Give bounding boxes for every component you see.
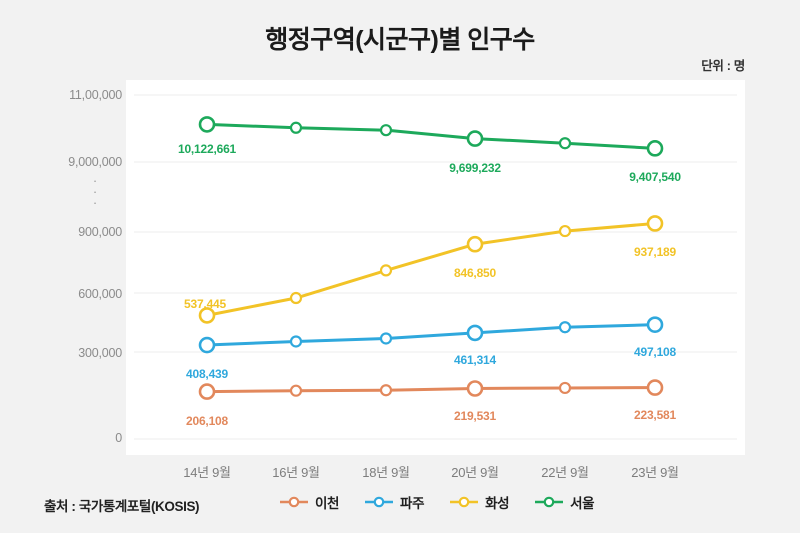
line-chart-plot <box>134 94 737 440</box>
x-tick-label-2: 18년 9월 <box>362 465 410 480</box>
data-point-서울-5[interactable] <box>646 140 664 157</box>
data-point-파주-4[interactable] <box>558 321 572 334</box>
data-label-파주-0: 408,439 <box>186 367 228 382</box>
data-label-파주-5: 497,108 <box>634 344 676 359</box>
series-layer <box>198 116 664 400</box>
data-label-화성-5: 937,189 <box>634 245 676 260</box>
data-label-이천-5: 223,581 <box>634 407 676 422</box>
data-point-이천-0[interactable] <box>198 383 216 400</box>
page-title: 행정구역(시군구)별 인구수 <box>265 26 535 54</box>
legend-item-paju[interactable]: 파주 <box>365 492 424 512</box>
data-label-서울-0: 10,122,661 <box>177 142 237 157</box>
data-point-서울-3[interactable] <box>466 130 484 147</box>
series-line-서울 <box>205 122 657 150</box>
data-point-이천-3[interactable] <box>466 380 484 397</box>
series-line-파주 <box>205 323 657 347</box>
legend-marker-icon <box>450 496 479 508</box>
data-point-파주-3[interactable] <box>466 324 484 342</box>
data-point-화성-2[interactable] <box>379 264 393 277</box>
data-point-서울-4[interactable] <box>558 137 572 150</box>
data-label-서울-5: 9,407,540 <box>629 170 681 185</box>
source-note: 출처 : 국가통계포털(KOSIS) <box>44 499 200 514</box>
data-label-이천-3: 219,531 <box>454 408 496 423</box>
gridlines <box>134 94 737 440</box>
data-point-파주-5[interactable] <box>646 316 664 333</box>
y-tick-label-4: 300,000 <box>78 346 122 360</box>
data-label-파주-3: 461,314 <box>454 352 496 367</box>
data-point-이천-1[interactable] <box>289 384 303 397</box>
y-tick-label-3: 600,000 <box>78 287 122 301</box>
chart-card: 10,122,661 9,699,232 9,407,540 537,445 846,8… <box>126 80 745 455</box>
data-label-화성-3: 846,850 <box>454 266 496 281</box>
legend-label-icheon: 이천 <box>315 496 340 511</box>
data-point-화성-1[interactable] <box>289 291 303 305</box>
series-line-이천 <box>205 386 657 394</box>
data-label-서울-3: 9,699,232 <box>449 160 501 175</box>
legend-item-hwaseong[interactable]: 화성 <box>450 492 510 512</box>
data-point-화성-4[interactable] <box>558 224 572 238</box>
legend-marker-icon <box>280 496 308 508</box>
data-point-이천-5[interactable] <box>646 379 664 396</box>
data-point-서울-0[interactable] <box>198 116 216 133</box>
data-point-서울-2[interactable] <box>379 124 393 137</box>
chart-legend: 이천 파주 화성 서울 <box>280 492 595 512</box>
data-point-화성-5[interactable] <box>646 215 664 232</box>
data-point-이천-2[interactable] <box>379 384 393 397</box>
x-tick-label-0: 14년 9월 <box>183 465 231 480</box>
x-tick-label-4: 22년 9월 <box>541 465 589 480</box>
legend-item-seoul[interactable]: 서울 <box>535 492 595 512</box>
data-label-화성-0: 537,445 <box>184 297 226 312</box>
data-point-화성-3[interactable] <box>466 235 484 253</box>
y-tick-label-5: 0 <box>115 431 122 445</box>
y-tick-label-0: 11,00,000 <box>69 88 122 102</box>
legend-marker-icon <box>535 496 564 508</box>
x-tick-label-1: 16년 9월 <box>272 465 320 480</box>
data-point-이천-4[interactable] <box>558 381 572 395</box>
data-point-파주-2[interactable] <box>379 332 393 345</box>
legend-label-seoul: 서울 <box>570 496 595 511</box>
data-label-이천-0: 206,108 <box>186 413 228 428</box>
data-point-서울-1[interactable] <box>289 121 303 134</box>
data-point-화성-0[interactable] <box>198 307 216 324</box>
data-point-파주-1[interactable] <box>289 335 303 348</box>
series-line-화성 <box>205 221 657 317</box>
y-tick-label-2: 900,000 <box>78 225 122 239</box>
x-tick-label-3: 20년 9월 <box>451 465 499 480</box>
legend-label-hwaseong: 화성 <box>485 496 510 511</box>
legend-label-paju: 파주 <box>400 496 425 511</box>
y-axis-break-icon: · · · <box>92 173 98 210</box>
x-tick-label-5: 23년 9월 <box>631 465 679 480</box>
legend-marker-icon <box>365 496 394 508</box>
legend-item-icheon[interactable]: 이천 <box>280 492 339 512</box>
y-tick-label-1: 9,000,000 <box>68 155 122 169</box>
data-point-파주-0[interactable] <box>198 336 216 354</box>
unit-label: 단위 : 명 <box>701 59 745 73</box>
